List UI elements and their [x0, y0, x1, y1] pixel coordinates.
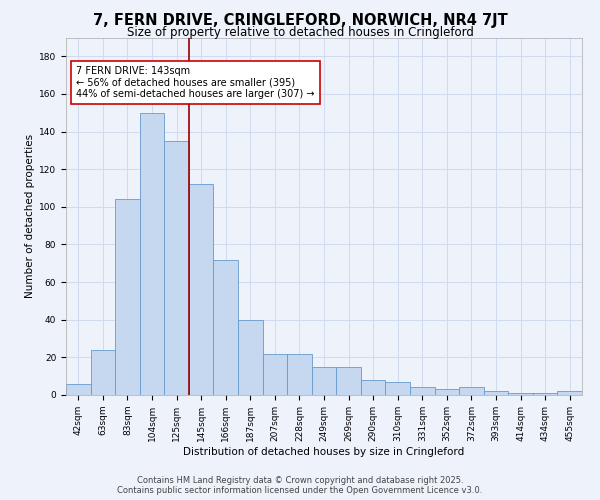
- Bar: [214, 260, 238, 395]
- Bar: [66, 384, 91, 395]
- Bar: [164, 141, 189, 395]
- Bar: [263, 354, 287, 395]
- Y-axis label: Number of detached properties: Number of detached properties: [25, 134, 35, 298]
- Bar: [238, 320, 263, 395]
- Bar: [533, 393, 557, 395]
- Bar: [189, 184, 214, 395]
- Text: Size of property relative to detached houses in Cringleford: Size of property relative to detached ho…: [127, 26, 473, 39]
- Bar: [484, 391, 508, 395]
- Text: 7 FERN DRIVE: 143sqm
← 56% of detached houses are smaller (395)
44% of semi-deta: 7 FERN DRIVE: 143sqm ← 56% of detached h…: [76, 66, 315, 100]
- Bar: [385, 382, 410, 395]
- Bar: [336, 367, 361, 395]
- X-axis label: Distribution of detached houses by size in Cringleford: Distribution of detached houses by size …: [184, 446, 464, 456]
- Bar: [361, 380, 385, 395]
- Text: 7, FERN DRIVE, CRINGLEFORD, NORWICH, NR4 7JT: 7, FERN DRIVE, CRINGLEFORD, NORWICH, NR4…: [92, 12, 508, 28]
- Bar: [312, 367, 336, 395]
- Bar: [91, 350, 115, 395]
- Bar: [115, 200, 140, 395]
- Text: Contains HM Land Registry data © Crown copyright and database right 2025.
Contai: Contains HM Land Registry data © Crown c…: [118, 476, 482, 495]
- Bar: [508, 393, 533, 395]
- Bar: [557, 391, 582, 395]
- Bar: [140, 113, 164, 395]
- Bar: [434, 390, 459, 395]
- Bar: [410, 388, 434, 395]
- Bar: [287, 354, 312, 395]
- Bar: [459, 388, 484, 395]
